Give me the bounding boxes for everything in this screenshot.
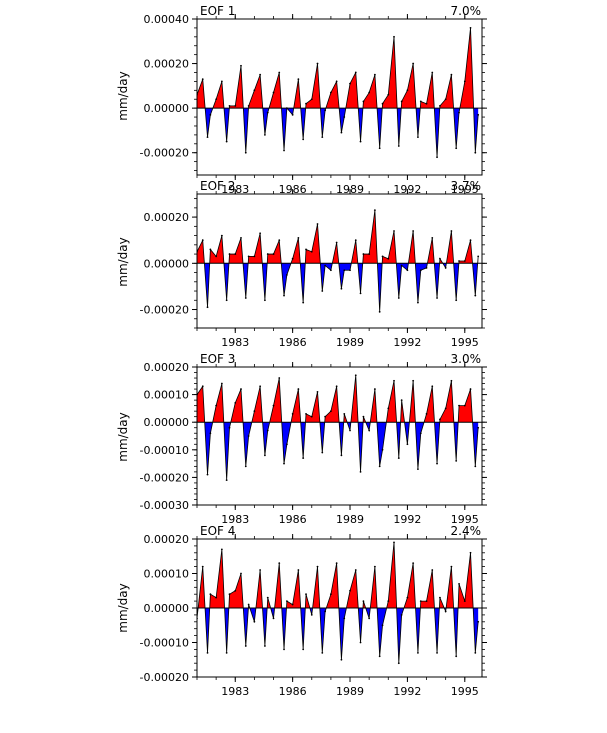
x-tick-label: 1995 bbox=[451, 513, 479, 526]
y-tick-label: -0.00020 bbox=[140, 671, 189, 684]
y-axis-label: mm/day bbox=[116, 237, 130, 287]
positive-area bbox=[197, 542, 479, 608]
x-tick-label: 1983 bbox=[221, 336, 249, 349]
plot-area: -0.00020 -0.00010 0.00000 0.00010 0.00020 198… bbox=[140, 533, 487, 698]
series-line bbox=[197, 542, 479, 664]
positive-area bbox=[197, 27, 479, 109]
x-tick-label: 1995 bbox=[451, 336, 479, 349]
x-tick-label: 1992 bbox=[393, 336, 421, 349]
plot-frame bbox=[196, 193, 483, 329]
x-tick-label: 1986 bbox=[279, 685, 307, 698]
y-tick-label: -0.00010 bbox=[140, 637, 189, 650]
y-tick-label: -0.00020 bbox=[140, 304, 189, 317]
panel-title: EOF 1 bbox=[200, 4, 235, 18]
y-tick-label: 0.00000 bbox=[144, 257, 190, 270]
eof-panel-2: EOF 2 3.7% mm/day -0.00020 0.00000 0.00020… bbox=[116, 179, 487, 349]
panel-title: EOF 2 bbox=[200, 179, 235, 193]
x-tick-label: 1989 bbox=[336, 685, 364, 698]
y-tick-label: 0.00000 bbox=[144, 602, 190, 615]
y-axis-label: mm/day bbox=[116, 583, 130, 633]
x-tick-label: 1986 bbox=[279, 336, 307, 349]
x-tick-label: 1989 bbox=[336, 513, 364, 526]
variance-label: 2.4% bbox=[451, 524, 482, 538]
x-tick-label: 1995 bbox=[451, 685, 479, 698]
x-tick-label: 1992 bbox=[393, 513, 421, 526]
eof-panel-3: EOF 3 3.0% mm/day -0.00030-0.00020-0.000… bbox=[116, 352, 487, 526]
plot-frame bbox=[196, 366, 483, 506]
y-tick-label: 0.00010 bbox=[144, 568, 190, 581]
x-tick-label: 1989 bbox=[336, 336, 364, 349]
series-line bbox=[197, 210, 479, 312]
series-line bbox=[197, 375, 479, 481]
panel-title: EOF 4 bbox=[200, 524, 235, 538]
y-tick-label: 0.00020 bbox=[144, 361, 190, 374]
plot-frame bbox=[196, 18, 483, 176]
y-tick-label: -0.00020 bbox=[140, 471, 189, 484]
plot-area: -0.00030 -0.00020 -0.00010 0.00000 0.00010 0.… bbox=[140, 361, 487, 526]
x-tick-label: 1983 bbox=[221, 513, 249, 526]
data-point bbox=[477, 620, 480, 623]
plot-area: -0.00020 0.00000 0.00020 1983 1986 1989 1992 19… bbox=[140, 189, 487, 349]
plot-frame bbox=[196, 538, 483, 678]
variance-label: 3.7% bbox=[451, 179, 482, 193]
positive-area bbox=[197, 375, 479, 423]
eof-panel-4: EOF 4 2.4% mm/day -0.00020 -0.00010 0.0000… bbox=[116, 524, 487, 698]
x-tick-label: 1992 bbox=[393, 685, 421, 698]
negative-area bbox=[197, 263, 479, 312]
y-tick-label: 0.00020 bbox=[144, 533, 190, 546]
panel-title: EOF 3 bbox=[200, 352, 235, 366]
y-axis-label: mm/day bbox=[116, 412, 130, 462]
y-tick-label: 0.00000 bbox=[144, 102, 190, 115]
y-tick-label: 0.00020 bbox=[144, 58, 190, 71]
y-tick-label: 0.00000 bbox=[144, 416, 190, 429]
y-tick-label: 0.00020 bbox=[144, 211, 190, 224]
y-tick-label: -0.00020 bbox=[140, 147, 189, 160]
y-tick-label: -0.00010 bbox=[140, 444, 189, 457]
eof-panel-1: EOF 1 7.0% mm/day -0.00020 0.00000 0.00020… bbox=[116, 4, 487, 196]
y-tick-label: -0.00030 bbox=[140, 499, 189, 512]
variance-label: 7.0% bbox=[451, 4, 482, 18]
series-line bbox=[197, 27, 479, 158]
y-axis-label: mm/day bbox=[116, 71, 130, 121]
x-tick-label: 1983 bbox=[221, 685, 249, 698]
y-tick-label: 0.00010 bbox=[144, 389, 190, 402]
y-tick-label: 0.00040 bbox=[144, 13, 190, 26]
negative-area bbox=[197, 108, 479, 158]
x-tick-label: 1986 bbox=[279, 513, 307, 526]
variance-label: 3.0% bbox=[451, 352, 482, 366]
